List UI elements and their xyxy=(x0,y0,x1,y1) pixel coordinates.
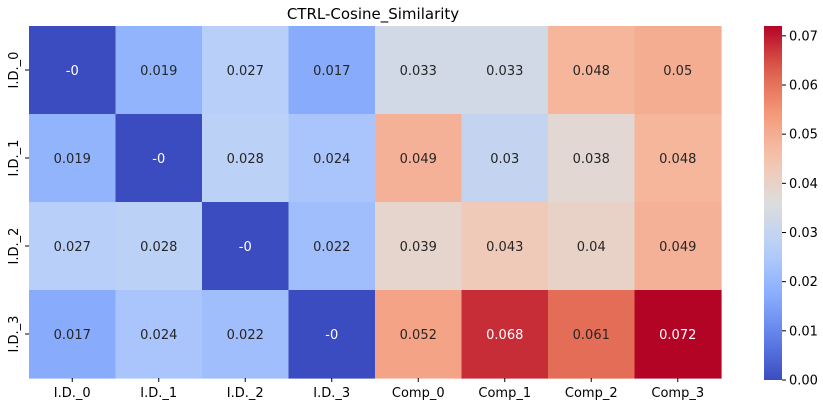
heatmap-cell xyxy=(375,26,463,115)
cell-value-label: 0.048 xyxy=(659,152,696,167)
heatmap-cell xyxy=(29,202,117,291)
colorbar-tick-label: 0.00 xyxy=(789,374,818,389)
cell-value-label: 0.019 xyxy=(54,152,91,167)
cell-value-label: 0.038 xyxy=(573,152,610,167)
heatmap-cell xyxy=(461,26,549,115)
cell-value-label: -0 xyxy=(66,64,79,79)
heatmap-cell xyxy=(288,26,376,115)
cell-value-label: 0.027 xyxy=(227,64,264,79)
cell-value-label: 0.019 xyxy=(140,64,177,79)
heatmap-cell xyxy=(29,114,117,203)
cell-value-label: 0.04 xyxy=(577,240,606,255)
heatmap-cell xyxy=(634,290,722,379)
colorbar-tick-label: 0.02 xyxy=(789,275,818,290)
heatmap-cell xyxy=(634,202,722,291)
x-tick-label: Comp_2 xyxy=(565,386,618,401)
cell-value-label: 0.043 xyxy=(486,240,523,255)
y-tick-label: I.D._3 xyxy=(7,316,22,353)
heatmap-cell xyxy=(375,114,463,203)
heatmap-cell xyxy=(202,26,290,115)
cell-value-label: 0.024 xyxy=(313,152,350,167)
cell-value-label: 0.061 xyxy=(573,328,610,343)
cell-value-label: -0 xyxy=(152,152,165,167)
heatmap-cell xyxy=(29,290,117,379)
cell-value-label: 0.022 xyxy=(227,328,264,343)
x-tick-label: Comp_0 xyxy=(392,386,445,401)
x-tick-label: I.D._3 xyxy=(313,386,350,401)
cell-value-label: 0.052 xyxy=(400,328,437,343)
colorbar-tick-label: 0.07 xyxy=(789,29,818,44)
heatmap-cell xyxy=(115,114,203,203)
y-tick-label: I.D._1 xyxy=(7,140,22,177)
cell-value-label: 0.049 xyxy=(659,240,696,255)
heatmap-cell xyxy=(548,26,636,115)
heatmap-cell xyxy=(375,290,463,379)
heatmap-cell xyxy=(461,290,549,379)
heatmap-cell xyxy=(548,114,636,203)
heatmap-cell xyxy=(288,290,376,379)
cell-value-label: 0.017 xyxy=(54,328,91,343)
heatmap-cell xyxy=(202,202,290,291)
heatmap-cells xyxy=(29,26,722,379)
x-tick-label: Comp_1 xyxy=(478,386,531,401)
x-tick-label: I.D._1 xyxy=(140,386,177,401)
x-tick-label: I.D._0 xyxy=(54,386,91,401)
heatmap-cell xyxy=(634,26,722,115)
heatmap-cell-labels: -0 0.019 0.027 0.017 0.033 0.033 0.048 0.05 0.01… xyxy=(54,64,697,343)
colorbar-tick-label: 0.05 xyxy=(789,128,818,143)
cell-value-label: -0 xyxy=(325,328,338,343)
y-tick-label: I.D._0 xyxy=(7,52,22,89)
heatmap-cell xyxy=(548,290,636,379)
colorbar-gradient xyxy=(764,26,782,380)
heatmap-cell xyxy=(461,114,549,203)
heatmap-cell xyxy=(461,202,549,291)
heatmap-cell xyxy=(634,114,722,203)
y-axis: I.D._0 I.D._1 I.D._2 I.D._3 xyxy=(7,52,29,353)
colorbar: 0.00 0.01 0.02 0.03 0.04 0.05 0.06 0.07 xyxy=(764,26,818,389)
colorbar-tick-label: 0.06 xyxy=(789,79,818,94)
y-tick-label: I.D._2 xyxy=(7,228,22,265)
heatmap-cell xyxy=(548,202,636,291)
heatmap-cell xyxy=(202,114,290,203)
x-tick-label: I.D._2 xyxy=(227,386,264,401)
heatmap-cell xyxy=(375,202,463,291)
heatmap-cell xyxy=(288,114,376,203)
heatmap-cell xyxy=(202,290,290,379)
heatmap-cell xyxy=(29,26,117,115)
cell-value-label: 0.03 xyxy=(490,152,519,167)
chart-title: CTRL-Cosine_Similarity xyxy=(287,5,459,24)
heatmap-cell xyxy=(115,26,203,115)
colorbar-tick-label: 0.04 xyxy=(789,177,818,192)
cell-value-label: 0.024 xyxy=(140,328,177,343)
cell-value-label: 0.068 xyxy=(486,328,523,343)
cell-value-label: 0.027 xyxy=(54,240,91,255)
colorbar-tick-label: 0.01 xyxy=(789,324,818,339)
heatmap-cell xyxy=(115,202,203,291)
cell-value-label: 0.028 xyxy=(140,240,177,255)
cell-value-label: 0.033 xyxy=(486,64,523,79)
cell-value-label: 0.049 xyxy=(400,152,437,167)
x-tick-label: Comp_3 xyxy=(651,386,704,401)
colorbar-tick-label: 0.03 xyxy=(789,226,818,241)
cell-value-label: -0 xyxy=(239,240,252,255)
cell-value-label: 0.022 xyxy=(313,240,350,255)
heatmap-cell xyxy=(288,202,376,291)
cell-value-label: 0.072 xyxy=(659,328,696,343)
cell-value-label: 0.028 xyxy=(227,152,264,167)
cell-value-label: 0.039 xyxy=(400,240,437,255)
cell-value-label: 0.017 xyxy=(313,64,350,79)
cell-value-label: 0.05 xyxy=(663,64,692,79)
x-axis: I.D._0 I.D._1 I.D._2 I.D._3 Comp_0 Comp_1 Comp… xyxy=(54,378,704,401)
cell-value-label: 0.048 xyxy=(573,64,610,79)
cell-value-label: 0.033 xyxy=(400,64,437,79)
heatmap-cell xyxy=(115,290,203,379)
